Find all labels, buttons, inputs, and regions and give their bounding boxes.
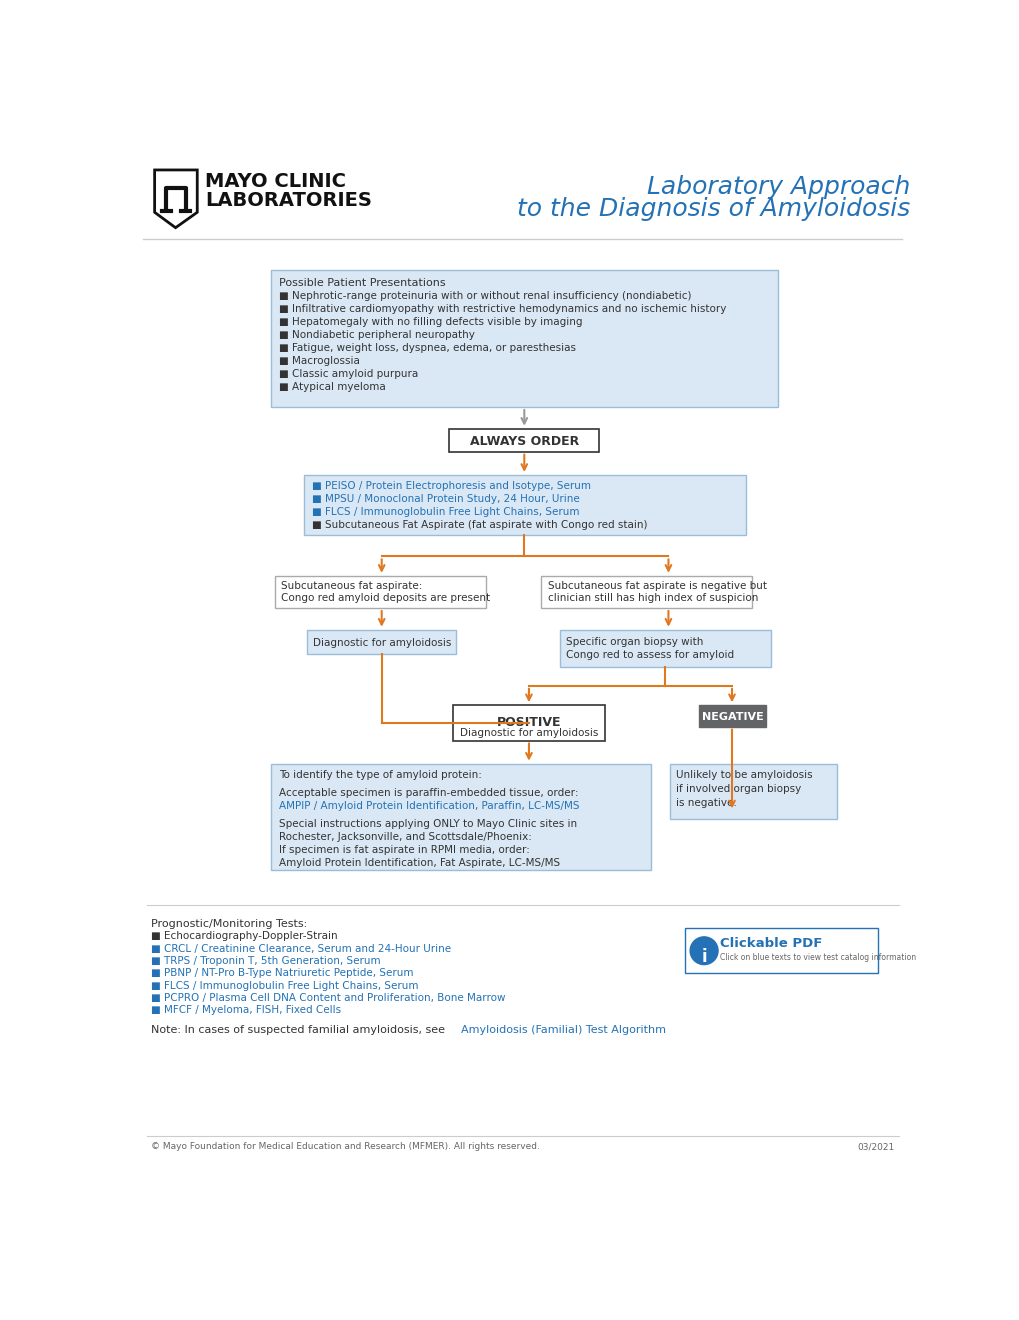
Text: LABORATORIES: LABORATORIES	[205, 190, 372, 210]
Text: ■ CRCL / Creatinine Clearance, Serum and 24-Hour Urine: ■ CRCL / Creatinine Clearance, Serum and…	[151, 944, 450, 954]
Text: ■ FLCS / Immunoglobulin Free Light Chains, Serum: ■ FLCS / Immunoglobulin Free Light Chain…	[312, 507, 579, 517]
Text: ■ Atypical myeloma: ■ Atypical myeloma	[278, 383, 385, 392]
Text: Note: In cases of suspected familial amyloidosis, see: Note: In cases of suspected familial amy…	[151, 1026, 447, 1035]
Text: Clickable PDF: Clickable PDF	[718, 937, 821, 950]
FancyBboxPatch shape	[452, 705, 604, 741]
FancyBboxPatch shape	[559, 630, 770, 667]
Text: ■ Infiltrative cardiomyopathy with restrictive hemodynamics and no ischemic hist: ■ Infiltrative cardiomyopathy with restr…	[278, 304, 726, 314]
Text: if involved organ biopsy: if involved organ biopsy	[676, 784, 801, 793]
Text: Amyloidosis (Familial) Test Algorithm: Amyloidosis (Familial) Test Algorithm	[461, 1026, 665, 1035]
FancyBboxPatch shape	[271, 271, 777, 407]
Text: is negative.: is negative.	[676, 797, 736, 808]
Text: ■ MFCF / Myeloma, FISH, Fixed Cells: ■ MFCF / Myeloma, FISH, Fixed Cells	[151, 1006, 340, 1015]
Text: Prognostic/Monitoring Tests:: Prognostic/Monitoring Tests:	[151, 919, 307, 929]
Text: POSITIVE: POSITIVE	[496, 715, 560, 729]
Text: clinician still has high index of suspicion: clinician still has high index of suspic…	[547, 594, 757, 603]
FancyBboxPatch shape	[304, 475, 745, 535]
Text: ■ Subcutaneous Fat Aspirate (fat aspirate with Congo red stain): ■ Subcutaneous Fat Aspirate (fat aspirat…	[312, 520, 647, 531]
Text: ■ Nondiabetic peripheral neuropathy: ■ Nondiabetic peripheral neuropathy	[278, 330, 474, 341]
Text: ■ Fatigue, weight loss, dyspnea, edema, or paresthesias: ■ Fatigue, weight loss, dyspnea, edema, …	[278, 343, 575, 354]
Text: i: i	[701, 948, 706, 966]
Text: 03/2021: 03/2021	[857, 1142, 894, 1151]
Text: To identify the type of amyloid protein:: To identify the type of amyloid protein:	[278, 770, 481, 780]
Text: ■ Nephrotic-range proteinuria with or without renal insufficiency (nondiabetic): ■ Nephrotic-range proteinuria with or wi…	[278, 290, 691, 301]
Text: Unlikely to be amyloidosis: Unlikely to be amyloidosis	[676, 770, 812, 780]
Text: Diagnostic for amyloidosis: Diagnostic for amyloidosis	[312, 638, 450, 648]
Text: ■ PCPRO / Plasma Cell DNA Content and Proliferation, Bone Marrow: ■ PCPRO / Plasma Cell DNA Content and Pr…	[151, 993, 504, 1003]
Text: ■ Echocardiography-Doppler-Strain: ■ Echocardiography-Doppler-Strain	[151, 932, 337, 941]
Text: ■ TRPS / Troponin T, 5th Generation, Serum: ■ TRPS / Troponin T, 5th Generation, Ser…	[151, 956, 380, 966]
Text: Congo red amyloid deposits are present: Congo red amyloid deposits are present	[280, 594, 489, 603]
Text: Congo red to assess for amyloid: Congo red to assess for amyloid	[566, 649, 734, 660]
Text: Special instructions applying ONLY to Mayo Clinic sites in: Special instructions applying ONLY to Ma…	[278, 818, 576, 829]
Text: Possible Patient Presentations: Possible Patient Presentations	[278, 277, 445, 288]
Text: MAYO CLINIC: MAYO CLINIC	[205, 172, 345, 191]
Text: ■ FLCS / Immunoglobulin Free Light Chains, Serum: ■ FLCS / Immunoglobulin Free Light Chain…	[151, 981, 418, 991]
Text: ■ PEISO / Protein Electrophoresis and Isotype, Serum: ■ PEISO / Protein Electrophoresis and Is…	[312, 480, 590, 491]
FancyBboxPatch shape	[448, 429, 599, 451]
FancyBboxPatch shape	[669, 763, 836, 818]
FancyBboxPatch shape	[271, 763, 650, 870]
Text: ■ Hepatomegaly with no filling defects visible by imaging: ■ Hepatomegaly with no filling defects v…	[278, 317, 582, 327]
Text: © Mayo Foundation for Medical Education and Research (MFMER). All rights reserve: © Mayo Foundation for Medical Education …	[151, 1142, 539, 1151]
Text: Diagnostic for amyloidosis: Diagnostic for amyloidosis	[460, 729, 597, 738]
Text: If specimen is fat aspirate in RPMI media, order:: If specimen is fat aspirate in RPMI medi…	[278, 845, 529, 855]
Text: Subcutaneous fat aspirate:: Subcutaneous fat aspirate:	[280, 581, 422, 591]
FancyBboxPatch shape	[699, 705, 765, 726]
FancyBboxPatch shape	[541, 576, 751, 609]
FancyBboxPatch shape	[307, 630, 455, 655]
Text: ■ Classic amyloid purpura: ■ Classic amyloid purpura	[278, 370, 418, 379]
Text: Rochester, Jacksonville, and Scottsdale/Phoenix:: Rochester, Jacksonville, and Scottsdale/…	[278, 832, 531, 842]
Text: Amyloid Protein Identification, Fat Aspirate, LC-MS/MS: Amyloid Protein Identification, Fat Aspi…	[278, 858, 559, 869]
Text: Acceptable specimen is paraffin-embedded tissue, order:: Acceptable specimen is paraffin-embedded…	[278, 788, 578, 799]
Text: Subcutaneous fat aspirate is negative but: Subcutaneous fat aspirate is negative bu…	[547, 581, 766, 591]
Text: ■ MPSU / Monoclonal Protein Study, 24 Hour, Urine: ■ MPSU / Monoclonal Protein Study, 24 Ho…	[312, 494, 579, 504]
Text: ALWAYS ORDER: ALWAYS ORDER	[469, 436, 579, 449]
FancyBboxPatch shape	[685, 928, 876, 973]
Text: AMPIP / Amyloid Protein Identification, Paraffin, LC-MS/MS: AMPIP / Amyloid Protein Identification, …	[278, 801, 579, 812]
Text: ■ Macroglossia: ■ Macroglossia	[278, 356, 359, 366]
Circle shape	[690, 937, 717, 965]
Text: Specific organ biopsy with: Specific organ biopsy with	[566, 638, 703, 647]
Text: Laboratory Approach: Laboratory Approach	[646, 176, 909, 199]
Text: to the Diagnosis of Amyloidosis: to the Diagnosis of Amyloidosis	[517, 197, 909, 220]
Text: ■ PBNP / NT-Pro B-Type Natriuretic Peptide, Serum: ■ PBNP / NT-Pro B-Type Natriuretic Pepti…	[151, 969, 413, 978]
FancyBboxPatch shape	[274, 576, 485, 609]
Text: NEGATIVE: NEGATIVE	[701, 711, 763, 722]
Text: Click on blue texts to view test catalog information: Click on blue texts to view test catalog…	[718, 953, 915, 962]
